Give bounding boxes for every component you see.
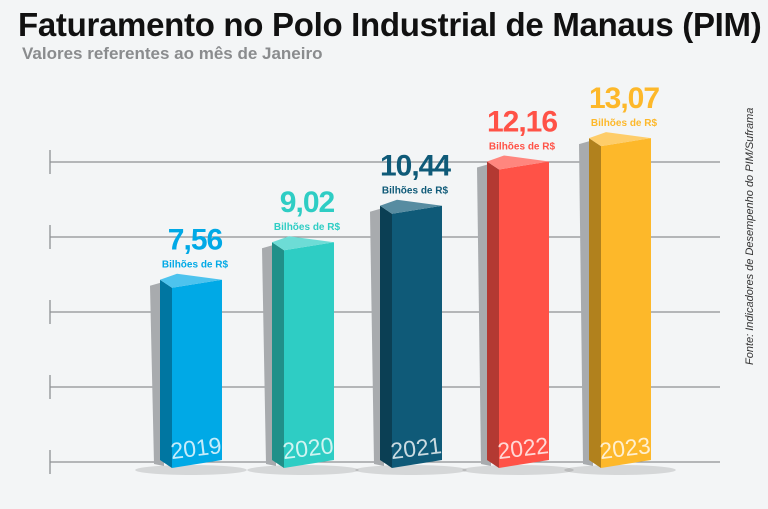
unit-label: Bilhões de R$ — [274, 222, 341, 233]
unit-label: Bilhões de R$ — [162, 260, 229, 271]
bar-group: 2022 12,16 Bilhões de R$ — [462, 106, 574, 475]
bar-shadow — [462, 465, 574, 475]
data-label: 10,44 — [380, 150, 451, 183]
data-label: 9,02 — [280, 186, 335, 219]
bar-top — [160, 273, 222, 288]
bar-shadow — [247, 465, 359, 475]
bar-top — [272, 236, 334, 251]
bar-group: 2023 13,07 Bilhões de R$ — [564, 82, 676, 475]
category-label: 2022 — [496, 432, 550, 464]
bar-shadow — [355, 465, 467, 475]
category-label: 2021 — [389, 432, 443, 464]
bar — [284, 242, 334, 468]
unit-label: Bilhões de R$ — [591, 118, 658, 129]
bars: 2019 7,56 Bilhões de R$ 2020 9,02 Bilhões de … — [135, 82, 676, 475]
bar-top — [589, 132, 651, 147]
bar-group: 2021 10,44 Bilhões de R$ — [355, 150, 467, 475]
bar-shadow — [135, 465, 247, 475]
unit-label: Bilhões de R$ — [489, 142, 556, 153]
bar — [392, 205, 442, 468]
bar-side — [272, 242, 284, 468]
bar-group: 2019 7,56 Bilhões de R$ — [135, 224, 247, 475]
bar — [172, 279, 222, 468]
category-label: 2020 — [281, 432, 335, 464]
bar — [499, 161, 549, 468]
bar-side — [160, 279, 172, 468]
chart-subtitle: Valores referentes ao mês de Janeiro — [22, 44, 323, 63]
bar-side — [589, 138, 601, 469]
data-label: 13,07 — [589, 82, 659, 115]
unit-label: Bilhões de R$ — [382, 186, 449, 197]
bar-top — [487, 155, 549, 170]
chart-title: Faturamento no Polo Industrial de Manaus… — [18, 6, 762, 43]
bar-side — [487, 161, 499, 468]
data-label: 7,56 — [168, 224, 223, 257]
bar-group: 2020 9,02 Bilhões de R$ — [247, 186, 359, 475]
category-label: 2019 — [169, 432, 223, 464]
bar-shadow — [564, 465, 676, 475]
bar — [601, 138, 651, 469]
bar-top — [380, 199, 442, 214]
data-label: 12,16 — [487, 106, 557, 139]
bar-side — [380, 205, 392, 468]
category-label: 2023 — [598, 432, 652, 464]
